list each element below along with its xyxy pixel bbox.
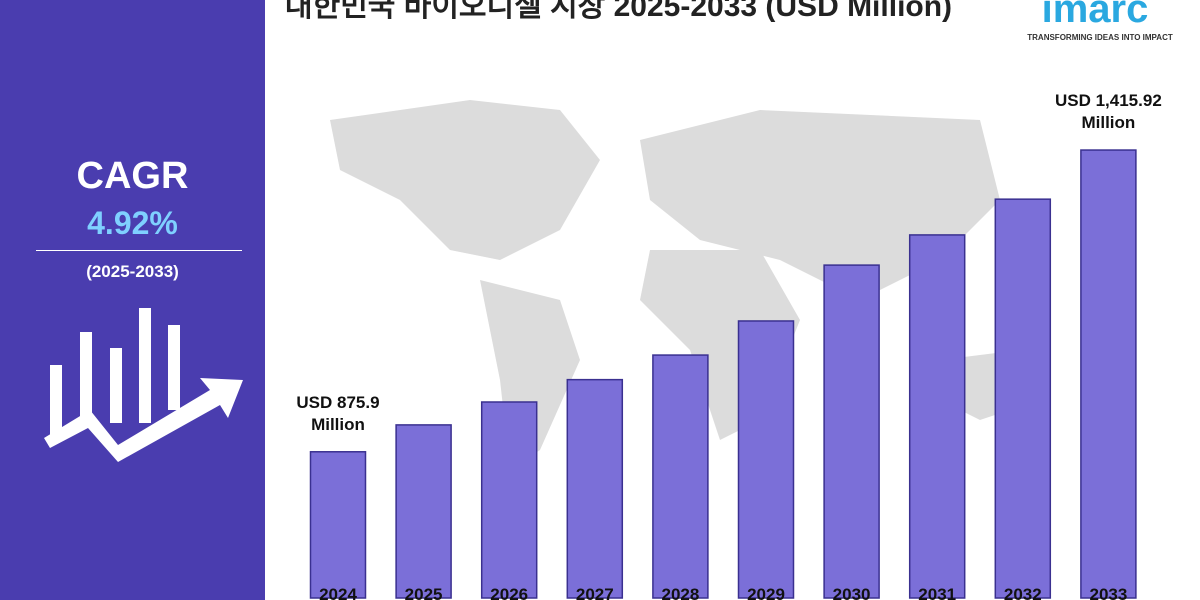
value-label: USD 1,415.92 Million <box>1054 91 1162 133</box>
logo: imarc <box>1042 0 1149 31</box>
bar <box>566 378 624 599</box>
bar <box>823 264 880 599</box>
x-tick-label: 2027 <box>576 585 614 600</box>
divider <box>36 250 242 251</box>
bar <box>480 401 538 599</box>
cagr-value: 4.92% <box>87 205 178 241</box>
growth-icon <box>44 308 243 462</box>
x-tick-label: 2031 <box>918 585 956 600</box>
cagr-label: CAGR <box>76 155 189 197</box>
x-tick-label: 2029 <box>747 585 785 600</box>
x-tick-label: 2025 <box>405 585 443 600</box>
bar <box>395 424 452 599</box>
bar <box>994 198 1052 599</box>
value-label: USD 875.9 Million <box>296 392 380 434</box>
bar <box>908 234 966 599</box>
x-tick-label: 2030 <box>833 585 871 600</box>
cagr-period: (2025-2033) <box>86 262 179 281</box>
sidebar: CAGR 4.92% (2025-2033) <box>0 0 265 600</box>
bar <box>652 354 709 599</box>
bar <box>737 320 795 599</box>
x-tick-label: 2026 <box>490 585 528 600</box>
x-tick-label: 2024 <box>319 585 357 600</box>
x-tick-label: 2028 <box>661 585 699 600</box>
bar <box>309 451 367 599</box>
bar <box>1080 149 1137 599</box>
x-tick-label: 2032 <box>1004 585 1042 600</box>
x-tick-label: 2033 <box>1089 585 1127 600</box>
logo-tagline: TRANSFORMING IDEAS INTO IMPACT <box>1027 33 1173 42</box>
chart-title: 대한민국 바이오디젤 시장 2025-2033 (USD Million) <box>285 0 953 23</box>
